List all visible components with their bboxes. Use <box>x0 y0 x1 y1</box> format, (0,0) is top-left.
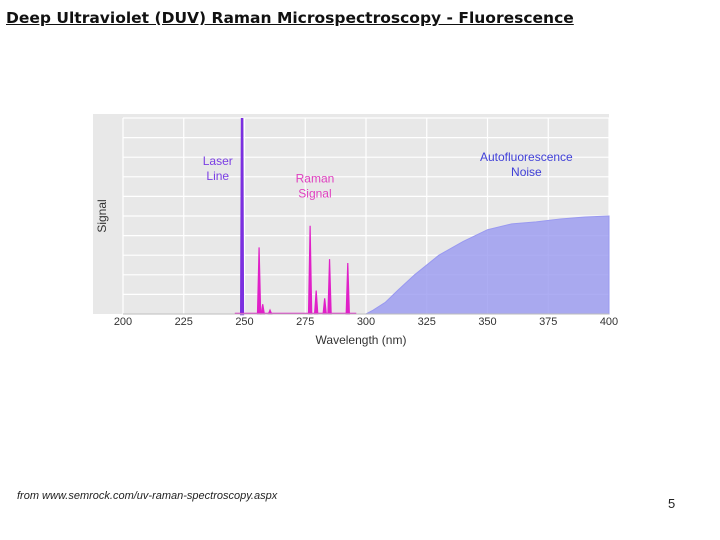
autofluorescence-area-layer <box>123 215 610 315</box>
x-axis-label: Wavelength (nm) <box>316 333 407 347</box>
x-tick-labels: 200 225 250 275 300 325 350 375 400 <box>114 316 618 328</box>
x-tick-label-0: 200 <box>114 316 132 328</box>
annotation-0-line-1: Line <box>206 169 229 183</box>
x-tick-label-8: 400 <box>600 316 618 328</box>
annotation-2-line-0: Autofluorescence <box>480 150 573 164</box>
annotation-1-line-1: Signal <box>298 187 331 201</box>
page-number: 5 <box>668 496 676 511</box>
slide-title: Deep Ultraviolet (DUV) Raman Microspectr… <box>6 9 574 27</box>
annotation-2: Autofluorescence Noise <box>480 150 573 179</box>
x-tick-label-4: 300 <box>357 316 375 328</box>
annotation-0: Laser Line <box>203 154 233 183</box>
annotation-0-line-0: Laser <box>203 154 233 168</box>
laser-line-peak <box>240 117 245 316</box>
annotations: Laser Line Raman Signal Autofluorescence Nois… <box>203 150 573 201</box>
x-tick-label-2: 250 <box>235 316 253 328</box>
x-tick-label-6: 350 <box>478 316 496 328</box>
x-tick-label-3: 275 <box>296 316 314 328</box>
y-axis-label: Signal <box>95 199 109 232</box>
annotation-1-line-0: Raman <box>296 172 335 186</box>
annotation-1: Raman Signal <box>296 172 335 201</box>
annotation-2-line-1: Noise <box>511 165 542 179</box>
x-tick-label-5: 325 <box>418 316 436 328</box>
x-tick-label-7: 375 <box>539 316 557 328</box>
chart-svg: 200 225 250 275 300 325 350 375 400 Laser Line Ram… <box>93 114 618 347</box>
autofluorescence-area <box>123 215 610 315</box>
x-tick-label-1: 225 <box>175 316 193 328</box>
source-citation: from www.semrock.com/uv-raman-spectrosco… <box>17 490 278 502</box>
fluorescence-chart: 200 225 250 275 300 325 350 375 400 Laser Line Ram… <box>90 114 620 350</box>
